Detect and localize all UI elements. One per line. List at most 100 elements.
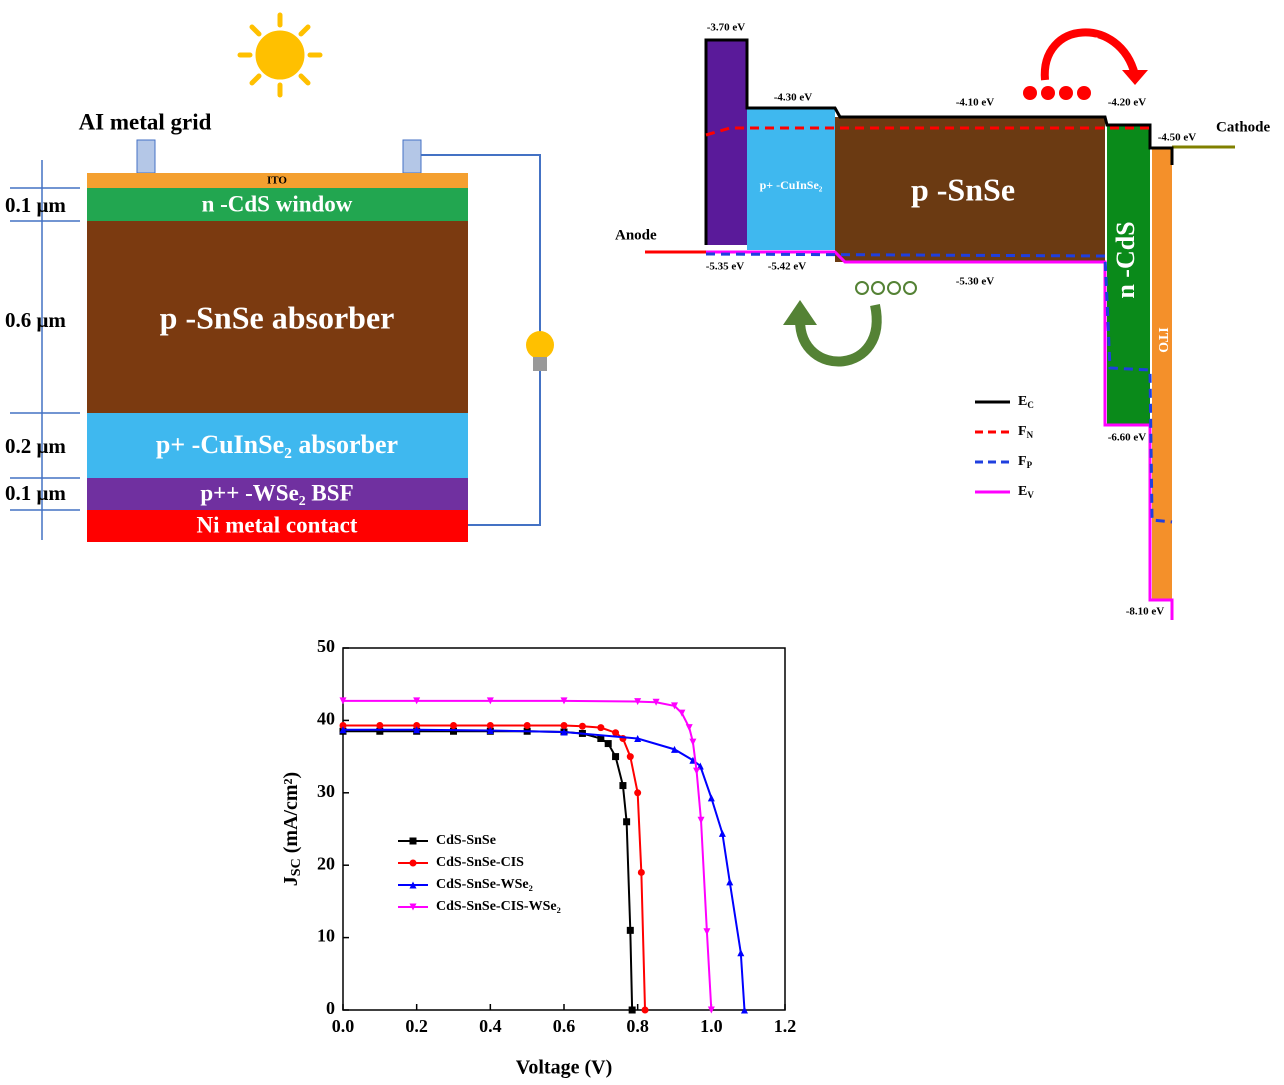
energy-label: -4.30 eV xyxy=(774,92,813,104)
marker xyxy=(486,697,494,705)
layer-label: p++ -WSe₂ BSF xyxy=(200,480,353,505)
region-label: p+ -CuInSe₂ xyxy=(760,178,823,192)
energy-label: -8.10 eV xyxy=(1126,606,1165,618)
hole-label: h⁺ xyxy=(829,319,855,345)
cathode-label: Cathode xyxy=(1216,119,1271,135)
x-tick-label: 0.2 xyxy=(405,1016,428,1036)
symbol: E xyxy=(1018,484,1027,499)
dimension-arrows xyxy=(10,160,80,540)
marker xyxy=(634,735,642,742)
x-tick-label: 1.0 xyxy=(700,1016,723,1036)
legend-marker xyxy=(409,881,417,889)
x-tick-label: 0.8 xyxy=(626,1016,649,1036)
band-legend: EC FN FP EV xyxy=(975,394,1034,500)
hole-arrow xyxy=(795,303,882,367)
thickness: 0.1 μm xyxy=(5,193,66,217)
legend-entry: EV xyxy=(1018,484,1034,500)
holes xyxy=(855,281,917,295)
energy-label: -6.60 eV xyxy=(1108,432,1147,444)
region-label: p++ -WSe₂ xyxy=(675,136,696,223)
metal-grid xyxy=(402,139,422,174)
legend-marker xyxy=(409,837,417,845)
electron-arrow-head xyxy=(1122,70,1148,85)
anode-label: Anode xyxy=(615,227,657,243)
marker xyxy=(612,753,620,761)
x-tick-label: 0.0 xyxy=(332,1016,355,1036)
energy-label: -4.50 eV xyxy=(1158,132,1197,144)
marker xyxy=(597,724,605,732)
fp-level xyxy=(705,252,1173,524)
band-region xyxy=(706,40,747,245)
marker xyxy=(339,721,347,729)
energy-label: -3.70 eV xyxy=(707,22,746,34)
legend-label: CdS-SnSe-WSe₂ xyxy=(436,877,533,892)
region-label: p -SnSe xyxy=(911,171,1015,207)
marker xyxy=(726,878,734,886)
layer xyxy=(87,510,468,542)
conduction-band xyxy=(704,38,1174,245)
marker xyxy=(652,698,660,706)
y-tick-label: 20 xyxy=(317,853,335,873)
series-line xyxy=(343,699,713,1011)
marker xyxy=(718,829,726,837)
energy-label: -4.20 eV xyxy=(1108,97,1147,109)
subscript: V xyxy=(1027,490,1034,500)
energy-label: -5.30 eV xyxy=(956,276,995,288)
marker xyxy=(740,1006,748,1014)
legend-entry: FN xyxy=(1018,424,1034,440)
thickness: 0.1 μm xyxy=(5,481,66,505)
marker xyxy=(671,702,678,710)
symbol: F xyxy=(1018,454,1027,469)
subscript: C xyxy=(1027,400,1034,410)
band-region xyxy=(835,117,1105,262)
marker xyxy=(376,721,384,729)
symbol: F xyxy=(1018,424,1027,439)
series-line xyxy=(343,728,746,1011)
layer xyxy=(87,221,468,413)
x-tick-label: 1.2 xyxy=(774,1016,797,1036)
marker xyxy=(604,740,612,748)
marker xyxy=(623,818,631,826)
marker xyxy=(560,697,568,705)
y-tick-label: 40 xyxy=(317,709,335,729)
symbol: J xyxy=(280,876,302,886)
marker xyxy=(560,728,568,736)
marker xyxy=(697,816,705,824)
electrons xyxy=(1023,86,1091,100)
band-region xyxy=(1152,148,1172,600)
subscript: N xyxy=(1027,430,1034,440)
marker xyxy=(619,782,627,790)
bulb-icon xyxy=(526,331,554,371)
y-tick-label: 10 xyxy=(317,926,335,946)
layer-label: ITO xyxy=(267,175,287,187)
energy-label: -5.35 eV xyxy=(706,261,745,273)
region-label: ITO xyxy=(1155,327,1170,353)
marker xyxy=(560,721,568,729)
energy-label: -4.10 eV xyxy=(956,97,995,109)
x-axis-label: Voltage (V) xyxy=(516,1057,612,1079)
valence-band xyxy=(706,250,1174,620)
marker xyxy=(689,738,697,746)
layer xyxy=(87,478,468,510)
marker xyxy=(737,949,745,957)
marker xyxy=(626,926,634,934)
subscript: SC xyxy=(289,858,304,876)
marker xyxy=(707,1006,715,1014)
marker xyxy=(339,697,347,705)
marker xyxy=(685,724,693,732)
layer-label: p -SnSe absorber xyxy=(160,299,395,335)
legend-entry: EC xyxy=(1018,394,1034,410)
legend-marker xyxy=(409,903,417,911)
marker xyxy=(671,745,678,753)
x-tick-label: 0.6 xyxy=(553,1016,576,1036)
layer-label: p+ -CuInSe₂ absorber xyxy=(156,430,398,459)
marker xyxy=(597,735,605,742)
x-tick-label: 0.4 xyxy=(479,1016,502,1036)
y-axis-label: JSC (mA/cm²) xyxy=(280,772,305,886)
band-region xyxy=(1107,125,1150,425)
legend-label: CdS-SnSe-CIS-WSe₂ xyxy=(436,899,561,914)
metal-grid xyxy=(136,139,156,174)
legend-entry: FP xyxy=(1018,454,1033,470)
marker xyxy=(693,767,701,775)
layer xyxy=(87,173,468,188)
